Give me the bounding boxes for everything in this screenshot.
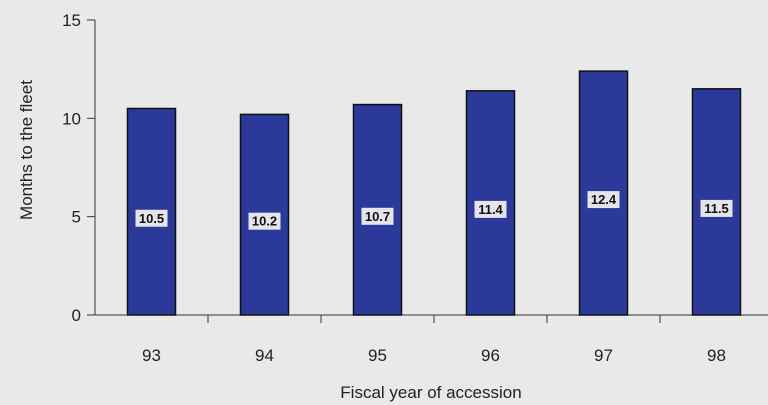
data-label-box: [135, 209, 168, 227]
data-label: 10.2: [252, 214, 277, 229]
x-tick-label: 93: [142, 346, 161, 365]
x-tick-label: 95: [368, 346, 387, 365]
data-label: 10.7: [365, 209, 390, 224]
data-label: 11.5: [704, 201, 729, 216]
y-tick-label: 0: [72, 306, 81, 325]
x-tick-label: 96: [481, 346, 500, 365]
y-tick-label: 15: [62, 11, 81, 30]
x-axis: 93 94 95 96 97 98: [95, 314, 768, 365]
y-axis: 0 5 10 15: [62, 11, 96, 325]
x-tick-label: 98: [707, 346, 726, 365]
x-tick-label: 94: [255, 346, 274, 365]
data-label-box: [248, 212, 281, 230]
y-tick-label: 5: [72, 208, 81, 227]
bars: 10.5 10.2 10.7 11.4 12.4 11.5: [126, 70, 742, 316]
data-label: 11.4: [478, 202, 503, 217]
x-axis-title: Fiscal year of accession: [340, 383, 521, 402]
data-label-box: [587, 191, 620, 209]
data-label-box: [474, 200, 507, 218]
data-label: 10.5: [139, 211, 164, 226]
data-label: 12.4: [591, 192, 617, 207]
y-tick-label: 10: [62, 109, 81, 128]
data-label-box: [700, 199, 733, 217]
y-axis-title: Months to the fleet: [17, 80, 36, 220]
data-label-box: [361, 207, 394, 225]
x-tick-label: 97: [594, 346, 613, 365]
